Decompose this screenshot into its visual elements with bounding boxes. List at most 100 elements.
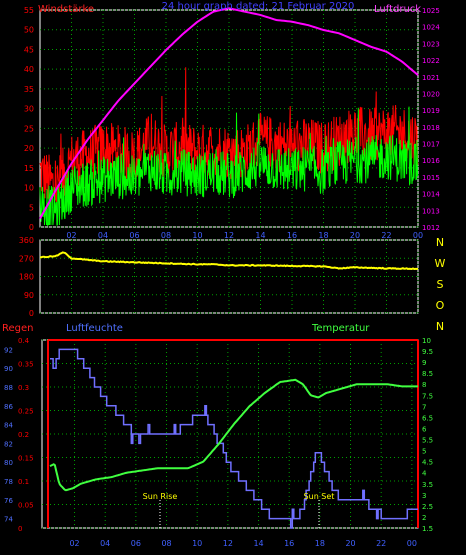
temperature-y-tick-label: 7.5: [422, 392, 433, 400]
direction-grid: [40, 239, 419, 314]
pressure-y-tick-label: 1020: [422, 90, 440, 98]
pressure-y-tick-label: 1023: [422, 40, 440, 48]
humidity-y-tick-label: 76: [4, 497, 13, 505]
humidity-y-tick-label: 78: [4, 478, 13, 486]
bottom-x-tick-label: 00: [407, 539, 417, 548]
wind-y-tick-label: 0: [29, 223, 34, 232]
wind-x-tick-label: 16: [287, 231, 297, 240]
compass-letter: S: [437, 278, 444, 291]
bottom-x-tick-label: 04: [100, 539, 110, 548]
wind-average-line: [39, 106, 419, 227]
rain-y-tick-label: 0.2: [18, 431, 29, 439]
temperature-y-tick-label: 4.5: [422, 459, 433, 467]
bottom-x-tick-label: 10: [192, 539, 202, 548]
temperature-y-tick-label: 2: [422, 514, 426, 522]
wind-pressure-panel: 02 04 06 08 10 12 14 16 18 20 22 000510152025303540…: [24, 1, 441, 240]
rain-humidity-temp-panel: 02 04 06 08 10 12 14 16 18 20 22 0000.050.10.150.20…: [2, 323, 433, 548]
pressure-y-tick-label: 1012: [422, 224, 440, 232]
pressure-y-tick-label: 1017: [422, 141, 440, 149]
wind-y-tick-label: 30: [24, 105, 34, 114]
compass-letter: N: [436, 320, 444, 333]
temperature-y-tick-label: 2.5: [422, 503, 433, 511]
wind-x-tick-label: 02: [66, 231, 76, 240]
sunset-label: Sun Set: [304, 492, 335, 501]
pressure-y-tick-label: 1016: [422, 157, 440, 165]
wind-y-tick-label: 50: [24, 26, 34, 35]
rain-y-tick-label: 0.15: [18, 455, 34, 463]
bottom-axes: 02 04 06 08 10 12 14 16 18 20 22 0000.050.10.150.20…: [4, 337, 433, 548]
rain-y-tick-label: 0.1: [18, 478, 29, 486]
direction-y-tick-label: 0: [29, 309, 34, 318]
wind-series: [39, 7, 419, 227]
temperature-line: [49, 378, 418, 492]
temperature-y-tick-label: 6: [422, 425, 427, 433]
wind-x-tick-label: 06: [129, 231, 139, 240]
humidity-y-tick-label: 82: [4, 440, 13, 448]
pressure-y-tick-label: 1025: [422, 7, 440, 15]
bottom-x-tick-label: 16: [284, 539, 294, 548]
humidity-y-tick-label: 74: [4, 516, 13, 524]
temperature-y-tick-label: 9: [422, 359, 426, 367]
direction-y-tick-label: 180: [19, 273, 34, 282]
wind-x-tick-label: 14: [255, 231, 265, 240]
bottom-x-tick-label: 22: [376, 539, 386, 548]
pressure-y-tick-label: 1019: [422, 107, 440, 115]
wind-y-tick-label: 15: [24, 164, 34, 173]
wind-y-tick-label: 5: [29, 203, 34, 212]
wind-y-tick-label: 35: [24, 85, 34, 94]
wind-x-tick-label: 18: [318, 231, 328, 240]
humidity-y-tick-label: 80: [4, 459, 13, 467]
humidity-y-tick-label: 92: [4, 346, 13, 354]
bottom-x-tick-label: 14: [253, 539, 263, 548]
direction-y-tick-label: 360: [19, 236, 34, 245]
wind-x-tick-label: 10: [192, 231, 202, 240]
wind-x-tick-label: 00: [413, 231, 423, 240]
direction-series: [39, 251, 419, 271]
wind-y-tick-label: 55: [24, 6, 34, 15]
graph-title: 24 hour graph dated: 21 Februar 2020: [162, 1, 355, 12]
direction-axes: 0 90 180 270 360: [19, 236, 34, 318]
direction-y-tick-label: 90: [24, 291, 34, 300]
humidity-y-tick-label: 88: [4, 384, 13, 392]
rain-axis-title: Regen: [2, 323, 34, 334]
rain-y-tick-label: 0: [18, 525, 22, 533]
rain-y-tick-label: 0.35: [18, 361, 34, 369]
bottom-x-tick-label: 06: [131, 539, 141, 548]
wind-y-tick-label: 40: [24, 65, 34, 74]
wind-axis-title: Windstärke: [38, 4, 94, 15]
temperature-y-tick-label: 8: [422, 381, 426, 389]
wind-x-tick-label: 08: [161, 231, 171, 240]
temperature-y-tick-label: 3: [422, 492, 426, 500]
wind-gust-line: [39, 67, 419, 203]
pressure-y-tick-label: 1018: [422, 124, 440, 132]
pressure-y-tick-label: 1014: [422, 191, 440, 199]
temperature-y-tick-label: 4: [422, 470, 427, 478]
wind-y-tick-label: 45: [24, 45, 34, 54]
compass-letter: O: [436, 299, 445, 312]
temperature-y-tick-label: 5.5: [422, 437, 433, 445]
humidity-y-tick-label: 84: [4, 422, 13, 430]
temperature-y-tick-label: 5: [422, 448, 426, 456]
rain-y-tick-label: 0.25: [18, 408, 34, 416]
temperature-y-tick-label: 3.5: [422, 481, 433, 489]
bottom-series: [47, 339, 419, 529]
temperature-axis-title: Temperatur: [311, 323, 370, 334]
rain-y-tick-label: 0.3: [18, 384, 29, 392]
pressure-y-tick-label: 1013: [422, 207, 440, 215]
wind-x-tick-label: 04: [98, 231, 108, 240]
wind-axes: 02 04 06 08 10 12 14 16 18 20 22 000510152025303540…: [24, 6, 441, 240]
humidity-line: [50, 348, 418, 529]
humidity-axis-title: Luftfeuchte: [66, 323, 123, 334]
rain-y-tick-label: 0.4: [18, 337, 30, 345]
temperature-y-tick-label: 1.5: [422, 525, 433, 533]
wind-x-tick-label: 22: [381, 231, 391, 240]
wind-direction-line: [39, 251, 419, 271]
temperature-y-tick-label: 10: [422, 337, 431, 345]
bottom-x-tick-label: 20: [345, 539, 355, 548]
humidity-y-tick-label: 86: [4, 403, 13, 411]
wind-x-tick-label: 20: [350, 231, 360, 240]
pressure-y-tick-label: 1015: [422, 174, 440, 182]
